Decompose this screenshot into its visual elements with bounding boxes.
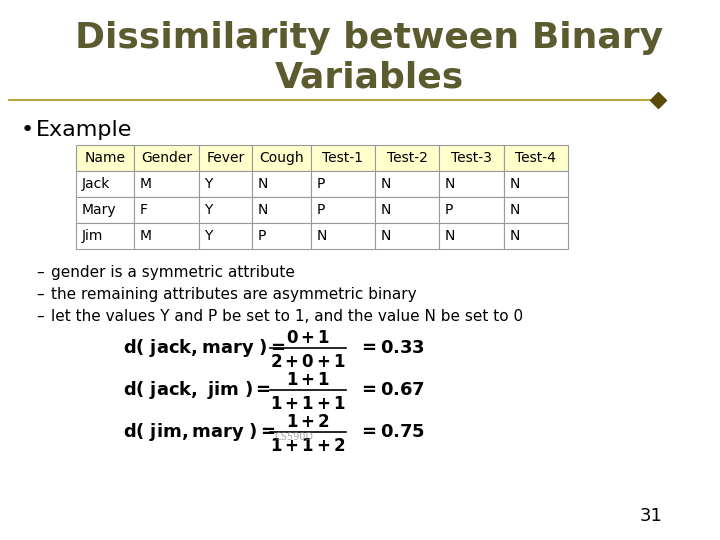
FancyBboxPatch shape xyxy=(252,197,310,223)
Text: P: P xyxy=(445,203,454,217)
FancyBboxPatch shape xyxy=(310,171,375,197)
Text: M: M xyxy=(140,229,152,243)
Text: Y: Y xyxy=(204,229,213,243)
Text: Example: Example xyxy=(36,120,132,140)
Text: Y: Y xyxy=(204,203,213,217)
Text: Y: Y xyxy=(204,177,213,191)
Text: F: F xyxy=(140,203,148,217)
Text: Fever: Fever xyxy=(206,151,245,165)
Text: Name: Name xyxy=(84,151,125,165)
Text: N: N xyxy=(509,177,520,191)
Text: $\mathbf{2+0+1}$: $\mathbf{2+0+1}$ xyxy=(269,353,346,371)
FancyBboxPatch shape xyxy=(504,197,568,223)
FancyBboxPatch shape xyxy=(135,223,199,249)
FancyBboxPatch shape xyxy=(76,223,135,249)
Text: $\mathbf{= 0.67}$: $\mathbf{= 0.67}$ xyxy=(358,381,425,399)
FancyBboxPatch shape xyxy=(310,197,375,223)
Text: P: P xyxy=(258,229,266,243)
Text: N: N xyxy=(445,177,455,191)
Text: –: – xyxy=(36,309,44,324)
Text: $\mathbf{0+1}$: $\mathbf{0+1}$ xyxy=(286,329,330,347)
Text: Test-3: Test-3 xyxy=(451,151,492,165)
FancyBboxPatch shape xyxy=(76,145,135,171)
FancyBboxPatch shape xyxy=(199,197,252,223)
FancyBboxPatch shape xyxy=(439,145,504,171)
FancyBboxPatch shape xyxy=(439,223,504,249)
Text: Test-4: Test-4 xyxy=(516,151,557,165)
Text: $\mathbf{1+1}$: $\mathbf{1+1}$ xyxy=(286,371,330,389)
FancyBboxPatch shape xyxy=(252,223,310,249)
Text: Gender: Gender xyxy=(141,151,192,165)
Text: N: N xyxy=(381,177,391,191)
FancyBboxPatch shape xyxy=(504,171,568,197)
FancyBboxPatch shape xyxy=(135,145,199,171)
Text: let the values Y and P be set to 1, and the value N be set to 0: let the values Y and P be set to 1, and … xyxy=(51,309,523,324)
FancyBboxPatch shape xyxy=(375,223,439,249)
FancyBboxPatch shape xyxy=(135,171,199,197)
Text: Jack: Jack xyxy=(81,177,109,191)
Text: Dissimilarity between Binary: Dissimilarity between Binary xyxy=(75,21,663,55)
Text: –: – xyxy=(36,287,44,302)
Text: N: N xyxy=(258,177,268,191)
Text: Test-1: Test-1 xyxy=(323,151,363,165)
Text: $\mathbf{= 0.75}$: $\mathbf{= 0.75}$ xyxy=(358,423,425,441)
Text: $\mathbf{d(\ jim, mary\ ) = }$: $\mathbf{d(\ jim, mary\ ) = }$ xyxy=(123,421,276,443)
Text: N: N xyxy=(316,229,327,243)
FancyBboxPatch shape xyxy=(76,171,135,197)
Text: $\mathbf{1+1+2}$: $\mathbf{1+1+2}$ xyxy=(270,437,346,455)
Text: gender is a symmetric attribute: gender is a symmetric attribute xyxy=(51,265,295,280)
Text: •: • xyxy=(21,120,34,140)
Text: $\mathbf{d(\ jack,\ jim\ ) = }$: $\mathbf{d(\ jack,\ jim\ ) = }$ xyxy=(123,379,271,401)
FancyBboxPatch shape xyxy=(439,197,504,223)
FancyBboxPatch shape xyxy=(252,171,310,197)
Text: P: P xyxy=(316,203,325,217)
Text: Mary: Mary xyxy=(81,203,116,217)
FancyBboxPatch shape xyxy=(199,223,252,249)
FancyBboxPatch shape xyxy=(504,145,568,171)
FancyBboxPatch shape xyxy=(252,145,310,171)
Text: N: N xyxy=(445,229,455,243)
FancyBboxPatch shape xyxy=(439,171,504,197)
Text: N: N xyxy=(381,229,391,243)
FancyBboxPatch shape xyxy=(199,171,252,197)
Text: Variables: Variables xyxy=(274,61,464,95)
FancyBboxPatch shape xyxy=(504,223,568,249)
FancyBboxPatch shape xyxy=(76,197,135,223)
Text: $\mathbf{d(\ jack, mary\ ) = }$: $\mathbf{d(\ jack, mary\ ) = }$ xyxy=(123,337,286,359)
Text: $\mathbf{1+2}$: $\mathbf{1+2}$ xyxy=(286,413,330,431)
Text: Test-2: Test-2 xyxy=(387,151,428,165)
Text: $\mathbf{= 0.33}$: $\mathbf{= 0.33}$ xyxy=(358,339,425,357)
FancyBboxPatch shape xyxy=(199,145,252,171)
FancyBboxPatch shape xyxy=(310,145,375,171)
FancyBboxPatch shape xyxy=(375,171,439,197)
Text: $\mathbf{1+1+1}$: $\mathbf{1+1+1}$ xyxy=(269,395,346,413)
Text: M: M xyxy=(140,177,152,191)
Text: Cough: Cough xyxy=(259,151,304,165)
Text: N: N xyxy=(509,203,520,217)
FancyBboxPatch shape xyxy=(375,145,439,171)
Text: the remaining attributes are asymmetric binary: the remaining attributes are asymmetric … xyxy=(51,287,417,302)
Text: Jim: Jim xyxy=(81,229,103,243)
Text: –: – xyxy=(36,265,44,280)
Text: N: N xyxy=(381,203,391,217)
Text: CS590D: CS590D xyxy=(274,432,313,442)
FancyBboxPatch shape xyxy=(135,197,199,223)
Text: P: P xyxy=(316,177,325,191)
FancyBboxPatch shape xyxy=(375,197,439,223)
Text: N: N xyxy=(509,229,520,243)
FancyBboxPatch shape xyxy=(310,223,375,249)
Text: 31: 31 xyxy=(640,507,662,525)
Text: N: N xyxy=(258,203,268,217)
